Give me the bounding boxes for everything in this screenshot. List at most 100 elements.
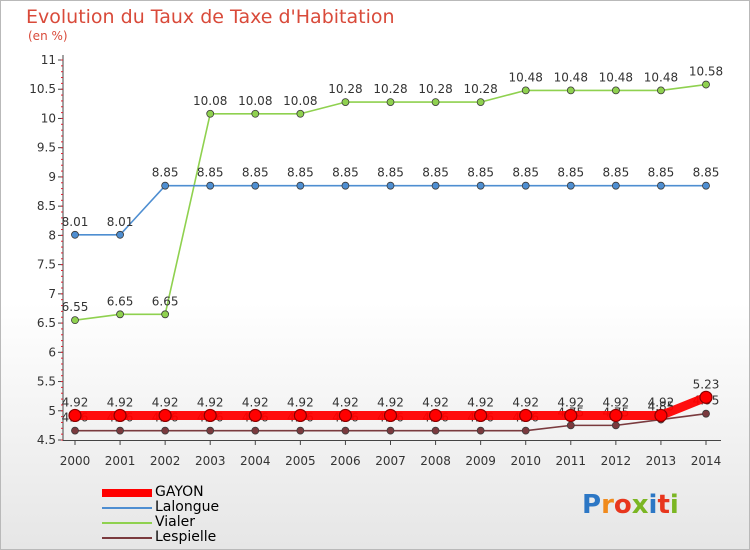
series-point-gayon xyxy=(248,408,262,423)
data-label-vialer: 10.28 xyxy=(418,82,452,96)
series-point-vialer xyxy=(431,98,440,106)
x-tick-label: 2001 xyxy=(105,454,136,468)
x-tick-label: 2006 xyxy=(330,454,361,468)
data-label-gayon: 4.92 xyxy=(152,395,179,409)
series-point-gayon xyxy=(203,408,217,423)
legend-swatch-vialer xyxy=(102,522,152,524)
series-point-lalongue xyxy=(386,181,395,190)
data-label-lalongue: 8.85 xyxy=(422,166,449,180)
series-point-lalongue xyxy=(71,230,79,239)
series-point-lalongue xyxy=(161,181,170,190)
series-point-vialer xyxy=(611,86,620,95)
y-tick-label: 6 xyxy=(48,345,56,359)
x-tick-label: 2011 xyxy=(556,454,587,468)
data-label-gayon: 4.92 xyxy=(242,395,269,409)
series-point-gayon xyxy=(158,408,172,423)
series-point-vialer xyxy=(657,86,665,95)
data-label-gayon: 5.23 xyxy=(693,377,720,391)
y-tick-label: 8 xyxy=(48,228,56,242)
y-tick-label: 7.5 xyxy=(37,258,56,272)
data-label-vialer: 10.58 xyxy=(689,65,723,79)
logo-letter: P xyxy=(582,490,602,520)
proxiti-logo: Proxiti xyxy=(582,490,679,520)
data-label-gayon: 4.92 xyxy=(287,395,314,409)
legend-swatch-gayon xyxy=(102,489,152,497)
data-label-lalongue: 8.85 xyxy=(602,166,629,180)
data-label-lalongue: 8.01 xyxy=(62,215,89,229)
y-tick-label: 8.5 xyxy=(37,199,56,213)
data-label-lalongue: 8.85 xyxy=(287,166,314,180)
series-point-lespielle xyxy=(431,426,440,435)
y-tick-label: 11 xyxy=(41,53,56,67)
y-tick-label: 4.5 xyxy=(37,433,56,447)
data-label-vialer: 10.48 xyxy=(509,70,543,84)
series-point-lespielle xyxy=(116,426,124,435)
series-point-gayon xyxy=(383,408,398,423)
series-point-vialer xyxy=(206,109,215,118)
series-point-vialer xyxy=(341,98,350,106)
series-line-lalongue xyxy=(74,184,707,236)
x-tick-label: 2000 xyxy=(60,454,91,468)
series-point-lalongue xyxy=(296,181,305,190)
series-point-gayon xyxy=(654,408,668,423)
y-tick-label: 5 xyxy=(48,404,56,418)
series-point-lespielle xyxy=(702,409,710,418)
series-point-lespielle xyxy=(251,426,260,435)
x-tick-label: 2002 xyxy=(150,454,181,468)
legend-swatch-lespielle xyxy=(102,537,152,539)
logo-letter: o xyxy=(613,490,632,520)
x-tick-label: 2003 xyxy=(195,454,226,468)
data-label-vialer: 6.55 xyxy=(62,300,89,314)
data-label-vialer: 6.65 xyxy=(152,294,179,308)
series-point-gayon xyxy=(428,408,443,423)
data-label-vialer: 10.28 xyxy=(463,82,497,96)
series-point-vialer xyxy=(116,310,124,319)
data-label-lalongue: 8.85 xyxy=(242,166,269,180)
y-tick-label: 5.5 xyxy=(37,375,56,389)
y-tick-label: 10 xyxy=(41,111,56,125)
series-point-lespielle xyxy=(476,426,485,435)
series-point-gayon xyxy=(609,408,623,423)
series-point-lalongue xyxy=(521,181,530,190)
logo-letter: x xyxy=(631,490,649,520)
legend-label-vialer: Vialer xyxy=(155,514,195,530)
x-tick-label: 2007 xyxy=(375,454,406,468)
data-label-vialer: 6.65 xyxy=(107,294,134,308)
data-label-vialer: 10.48 xyxy=(644,70,678,84)
data-label-gayon: 4.92 xyxy=(107,395,134,409)
y-tick-label: 9.5 xyxy=(37,141,56,155)
series-point-vialer xyxy=(296,109,305,118)
series-point-gayon xyxy=(68,408,82,423)
x-tick-label: 2010 xyxy=(510,454,541,468)
series-point-lespielle xyxy=(206,426,215,435)
data-label-gayon: 4.92 xyxy=(377,395,404,409)
logo-letter: i xyxy=(669,490,679,520)
data-label-lalongue: 8.85 xyxy=(693,166,720,180)
series-point-lalongue xyxy=(206,181,215,190)
y-tick-label: 7 xyxy=(48,287,56,301)
series-point-gayon xyxy=(564,408,578,423)
legend-label-gayon: GAYON xyxy=(155,484,204,500)
y-tick-label: 6.5 xyxy=(37,316,56,330)
series-point-lalongue xyxy=(657,181,665,190)
series-point-vialer xyxy=(386,98,395,106)
series-point-vialer xyxy=(71,316,79,325)
y-tick-label: 10.5 xyxy=(29,82,56,96)
legend-swatch-lalongue xyxy=(102,507,152,509)
data-label-gayon: 4.92 xyxy=(332,395,359,409)
data-label-gayon: 4.92 xyxy=(648,395,675,409)
series-point-vialer xyxy=(161,310,170,319)
data-label-gayon: 4.92 xyxy=(422,395,449,409)
series-line-vialer xyxy=(74,83,707,321)
series-point-lalongue xyxy=(341,181,350,190)
series-point-vialer xyxy=(566,86,575,95)
legend-label-lalongue: Lalongue xyxy=(155,499,220,515)
series-point-lespielle xyxy=(611,421,620,430)
series-point-lalongue xyxy=(611,181,620,190)
data-label-vialer: 10.08 xyxy=(193,94,227,108)
x-tick-label: 2012 xyxy=(601,454,632,468)
chart-title: Evolution du Taux de Taxe d'Habitation xyxy=(26,6,395,28)
series-point-lalongue xyxy=(566,181,575,190)
data-label-lalongue: 8.85 xyxy=(197,166,224,180)
